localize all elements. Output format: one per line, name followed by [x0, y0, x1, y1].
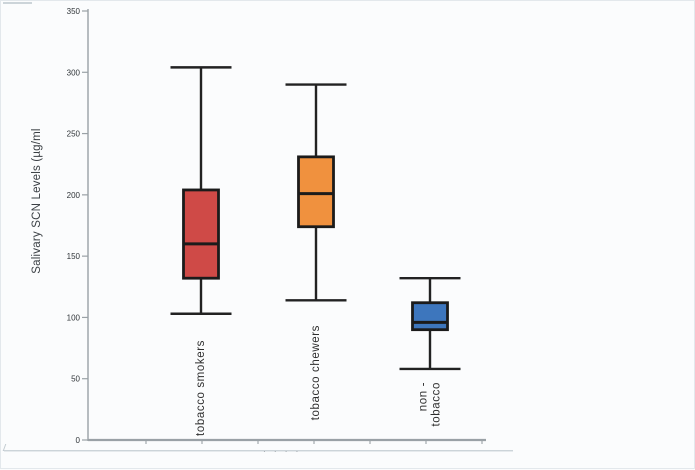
- y-tick-label: 50: [71, 375, 80, 384]
- y-tick-label: 350: [67, 7, 81, 16]
- y-tick-label: 300: [67, 68, 81, 77]
- category-label: tobacco chewers: [310, 325, 322, 420]
- y-tick-label: 150: [67, 252, 81, 261]
- box-iqr: [297, 155, 335, 229]
- category-label: non -: [418, 382, 430, 411]
- box-iqr: [411, 301, 449, 332]
- y-tick-label: 200: [67, 191, 81, 200]
- y-axis-title: Salivary SCN Levels (µg/ml: [31, 128, 43, 274]
- category-label: tobacco smokers: [195, 340, 207, 436]
- y-tick-label: 0: [76, 436, 81, 445]
- y-tick-label: 250: [67, 130, 81, 139]
- y-tick-label: 100: [67, 313, 81, 322]
- bottom-rule: [4, 450, 513, 451]
- box-iqr: [182, 188, 220, 280]
- top-border-artifact: [3, 2, 32, 4]
- category-label: tobacco: [431, 382, 443, 426]
- footer-dots: · · · ·: [263, 447, 302, 456]
